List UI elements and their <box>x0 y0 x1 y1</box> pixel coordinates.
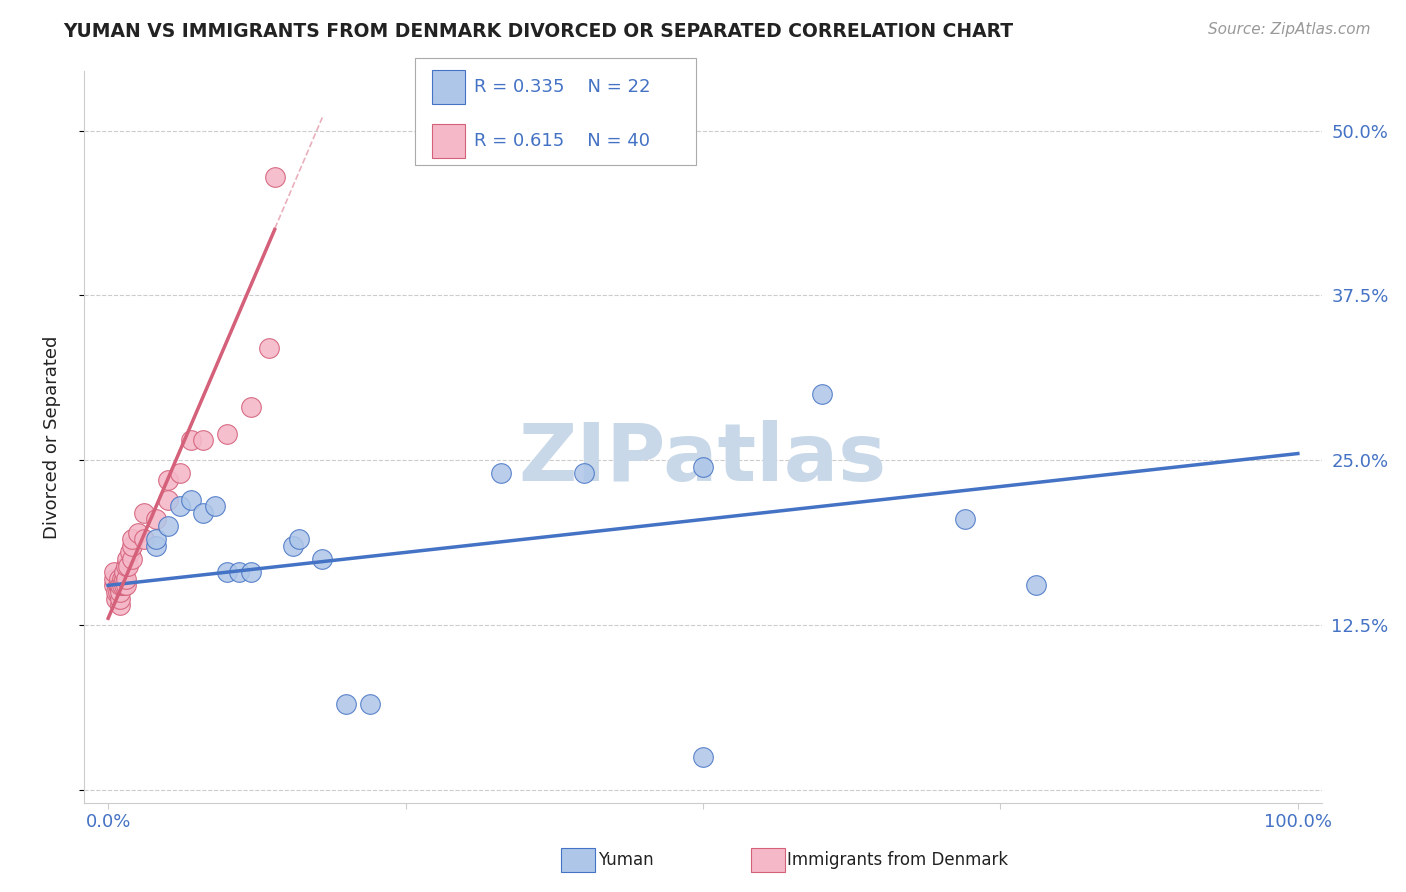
Point <box>311 552 333 566</box>
Point <box>1025 578 1047 592</box>
Text: Immigrants from Denmark: Immigrants from Denmark <box>787 851 1008 869</box>
Point <box>156 473 179 487</box>
Point <box>489 467 512 481</box>
Point <box>121 552 143 566</box>
Point <box>953 512 976 526</box>
Point <box>263 169 285 184</box>
Point <box>180 434 202 448</box>
Text: YUMAN VS IMMIGRANTS FROM DENMARK DIVORCED OR SEPARATED CORRELATION CHART: YUMAN VS IMMIGRANTS FROM DENMARK DIVORCE… <box>63 22 1014 41</box>
Point <box>115 578 138 592</box>
Point <box>118 545 141 559</box>
Point <box>107 585 129 599</box>
Point <box>180 492 202 507</box>
Point <box>169 467 191 481</box>
Point <box>108 572 131 586</box>
Point <box>115 572 138 586</box>
Point <box>257 341 280 355</box>
Text: R = 0.615    N = 40: R = 0.615 N = 40 <box>474 132 650 150</box>
Point <box>193 506 215 520</box>
Point <box>145 512 167 526</box>
Point <box>692 749 714 764</box>
Point <box>217 426 239 441</box>
Y-axis label: Divorced or Separated: Divorced or Separated <box>42 335 60 539</box>
Point <box>145 533 167 547</box>
Point <box>108 591 131 606</box>
Point <box>692 459 714 474</box>
Point <box>335 697 357 711</box>
Point <box>103 565 125 579</box>
Point <box>145 539 167 553</box>
Point <box>228 565 250 579</box>
Point <box>156 492 179 507</box>
Point <box>103 578 125 592</box>
Point <box>108 585 131 599</box>
Text: Yuman: Yuman <box>598 851 654 869</box>
Point <box>117 558 139 573</box>
Point <box>169 500 191 514</box>
Point <box>204 500 226 514</box>
Point <box>239 565 262 579</box>
Point <box>572 467 595 481</box>
Point <box>112 572 135 586</box>
Point <box>105 585 128 599</box>
Point <box>132 533 155 547</box>
Point <box>121 539 143 553</box>
Point <box>108 598 131 612</box>
Point <box>115 552 138 566</box>
Point <box>239 401 262 415</box>
Text: Source: ZipAtlas.com: Source: ZipAtlas.com <box>1208 22 1371 37</box>
Point <box>121 533 143 547</box>
Point <box>111 578 134 592</box>
Point <box>156 519 179 533</box>
Point <box>217 565 239 579</box>
Point <box>132 506 155 520</box>
Point <box>111 572 134 586</box>
Point <box>127 525 149 540</box>
Point <box>108 578 131 592</box>
Point <box>811 387 834 401</box>
Point <box>112 578 135 592</box>
Point <box>105 591 128 606</box>
Point <box>112 565 135 579</box>
Point <box>281 539 304 553</box>
Point <box>115 558 138 573</box>
Point <box>107 578 129 592</box>
Point <box>108 578 131 592</box>
Point <box>193 434 215 448</box>
Point <box>287 533 309 547</box>
Text: R = 0.335    N = 22: R = 0.335 N = 22 <box>474 78 651 96</box>
Text: ZIPatlas: ZIPatlas <box>519 420 887 498</box>
Point <box>103 572 125 586</box>
Point <box>359 697 381 711</box>
